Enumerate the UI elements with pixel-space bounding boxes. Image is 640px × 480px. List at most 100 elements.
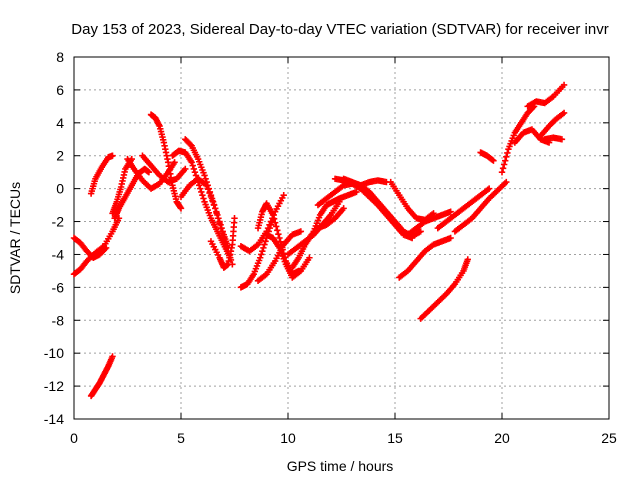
data-point: [280, 192, 287, 199]
series-arc-27: [396, 234, 454, 281]
data-point: [182, 165, 189, 173]
data-point: [213, 210, 220, 217]
series-arc-1: [70, 215, 123, 278]
x-tick-label: 0: [70, 430, 78, 446]
data-point: [560, 109, 568, 117]
series-arc-9: [139, 152, 189, 186]
y-tick-label: 2: [56, 148, 64, 164]
y-tick-label: -12: [44, 378, 64, 394]
data-point: [259, 247, 266, 255]
data-point: [195, 182, 203, 189]
data-point: [490, 157, 497, 164]
series-arc-24: [331, 175, 390, 189]
y-tick-label: -2: [52, 214, 65, 230]
data-point: [502, 157, 509, 164]
data-point: [273, 223, 280, 230]
series-arc-2: [70, 234, 110, 261]
data-point: [258, 251, 265, 258]
data-point: [210, 201, 218, 208]
y-tick-label: -14: [44, 411, 64, 427]
data-point: [191, 168, 199, 176]
x-tick-label: 20: [494, 430, 510, 446]
series-arc-25: [387, 178, 437, 224]
data-point: [187, 141, 194, 148]
data-point: [145, 168, 153, 176]
data-point: [264, 224, 272, 232]
series-arc-5: [111, 165, 153, 222]
data-point: [188, 159, 195, 166]
data-points: [70, 81, 568, 400]
data-point: [197, 185, 204, 192]
series-arc-34: [524, 81, 568, 110]
data-point: [260, 244, 267, 252]
data-point: [266, 221, 273, 229]
data-point: [276, 234, 283, 242]
data-point: [203, 182, 210, 189]
data-point: [101, 245, 109, 253]
data-point: [109, 353, 116, 360]
data-point: [277, 238, 284, 246]
series-arc-26: [404, 208, 454, 238]
data-point: [222, 239, 229, 246]
data-point: [231, 215, 238, 222]
series-arc-16: [254, 228, 305, 284]
data-point: [262, 238, 269, 245]
data-point: [223, 243, 230, 250]
series-arc-31: [477, 149, 497, 164]
data-point: [269, 211, 277, 219]
series-arc-29: [434, 185, 493, 232]
data-point: [500, 161, 508, 168]
y-tick-label: 8: [56, 49, 64, 65]
x-tick-label: 15: [387, 430, 403, 446]
y-tick-label: -8: [52, 312, 65, 328]
y-tick-label: 4: [56, 115, 64, 131]
data-point: [558, 136, 566, 143]
x-axis-label: GPS time / hours: [287, 458, 394, 474]
series-arc-28: [417, 256, 471, 322]
data-point: [306, 254, 313, 261]
data-point: [503, 178, 510, 186]
data-point: [261, 241, 268, 248]
data-point: [201, 172, 208, 179]
data-point: [102, 244, 110, 252]
data-point: [485, 185, 493, 192]
series-arc-3: [87, 152, 116, 197]
x-tick-label: 25: [601, 430, 617, 446]
data-point: [198, 188, 205, 196]
y-tick-label: -10: [44, 345, 64, 361]
series-arc-32: [498, 103, 538, 176]
data-point: [189, 162, 196, 169]
series-arc-18: [263, 231, 313, 281]
data-point: [504, 149, 511, 157]
series-arc-8: [147, 111, 185, 212]
data-point: [171, 159, 178, 166]
data-point: [220, 234, 227, 242]
series-arc-20: [289, 205, 347, 271]
chart-title: Day 153 of 2023, Sidereal Day-to-day VTE…: [71, 21, 608, 38]
data-point: [256, 254, 264, 261]
data-point: [271, 219, 279, 226]
data-point: [202, 175, 209, 182]
y-tick-label: 6: [56, 82, 64, 98]
data-point: [353, 188, 360, 196]
data-point: [447, 234, 454, 242]
data-point: [499, 165, 507, 172]
series-arc-35: [537, 109, 568, 140]
data-point: [190, 165, 198, 173]
series-arc-13: [207, 215, 238, 271]
series-arc-36: [541, 134, 566, 143]
series-arc-21: [310, 188, 360, 235]
data-point: [204, 185, 212, 193]
y-tick-label: 0: [56, 181, 64, 197]
data-point: [275, 230, 282, 238]
data-point: [489, 156, 496, 164]
x-tick-label: 10: [280, 430, 296, 446]
data-point: [219, 229, 226, 237]
data-point: [207, 193, 215, 201]
data-point: [214, 215, 222, 222]
data-point: [503, 153, 510, 161]
series-arc-12: [177, 175, 236, 268]
x-tick-label: 5: [177, 430, 185, 446]
data-point: [274, 227, 281, 234]
